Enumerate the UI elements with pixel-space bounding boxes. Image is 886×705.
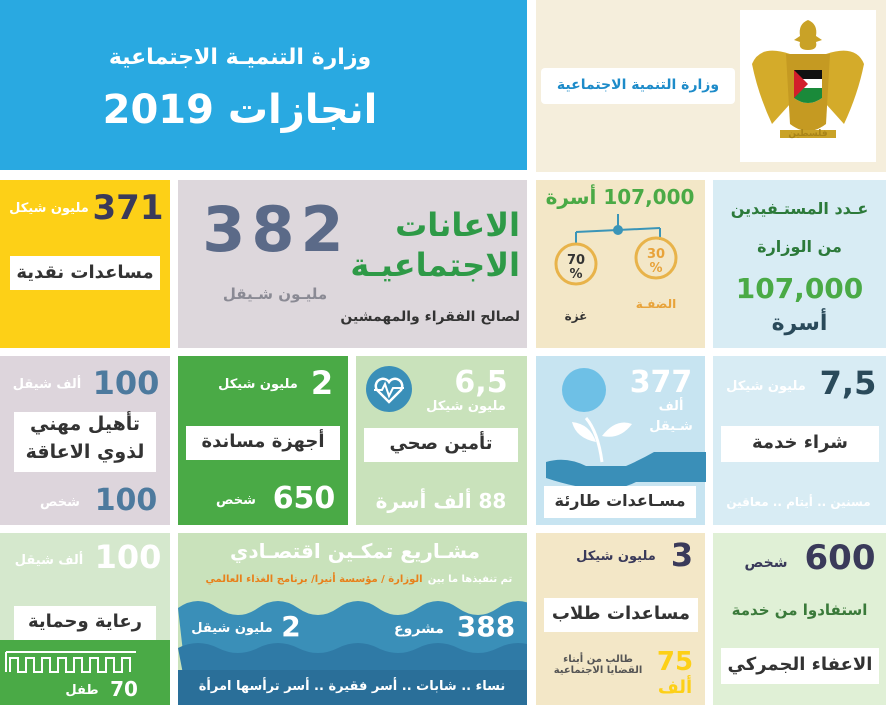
devices-people-unit: شخص xyxy=(216,493,256,508)
health-label-box xyxy=(364,428,518,462)
west-bank-share: 30 % xyxy=(646,247,666,277)
customs-line-1: استفادوا من خدمة xyxy=(731,601,868,619)
plant-icon xyxy=(546,368,706,486)
devices-people: 650 xyxy=(272,481,336,516)
protection-children-unit: طفل xyxy=(65,683,99,698)
beneficiaries-line-2: من الوزارة xyxy=(757,237,842,256)
students-count: 75 xyxy=(656,647,694,677)
social-aid-unit: مليـون شـيقل xyxy=(222,285,328,303)
health-families: 88 ألف أسرة xyxy=(375,489,507,513)
disability-people-unit: شخص xyxy=(40,495,80,510)
services-unit: مليون شيكل xyxy=(726,379,806,394)
families-heading: 107,000 أسرة xyxy=(540,186,700,208)
wave-band xyxy=(178,601,527,705)
cash-amount: 371 xyxy=(92,188,164,228)
devices-unit: مليون شيكل xyxy=(218,377,298,392)
empowerment-amount: 2 xyxy=(281,610,301,643)
cash-unit: مليون شيكل xyxy=(9,201,89,216)
header-ministry: وزارة التنميـة الاجتماعية xyxy=(108,45,372,70)
social-aid-title-1: الاعانات xyxy=(395,206,520,244)
beneficiaries-tile xyxy=(713,180,886,348)
gaza-label: غزة xyxy=(564,309,588,323)
empowerment-projects: 388 xyxy=(456,610,516,643)
empowerment-implemented-by: تم تنفيذها ما بين xyxy=(427,574,513,585)
empowerment-unit: مليون شيقل xyxy=(191,621,273,636)
social-aid-amount: 382 xyxy=(202,193,350,266)
emergency-label-box xyxy=(544,486,696,518)
logo-caption: فلسطين xyxy=(788,129,828,139)
protection-amount: 100 xyxy=(94,538,162,576)
protection-label: رعاية وحماية xyxy=(27,611,143,632)
families-total: 107,000 xyxy=(603,185,695,209)
header-title: انجازات 2019 xyxy=(102,87,378,133)
devices-amount: 2 xyxy=(310,364,334,402)
disability-amount: 100 xyxy=(92,364,160,402)
students-description: طالب من أبناء القضايا الاجتماعية xyxy=(553,654,643,676)
empowerment-projects-unit: مشروع xyxy=(394,621,444,637)
social-aid-subtitle: لصالح الفقراء والمهمشين xyxy=(340,309,520,325)
devices-label-box xyxy=(186,426,340,460)
fence-icon xyxy=(5,651,136,673)
customs-label: الاعفاء الجمركي xyxy=(727,654,873,675)
empowerment-partners: الوزارة / مؤسسة أنيرا/ برنامج الغذاء الع… xyxy=(205,574,423,585)
gaza-share: 70 % xyxy=(566,253,586,283)
services-amount: 7,5 xyxy=(819,364,877,402)
west-bank-label: الضفـة xyxy=(635,297,677,311)
health-unit: مليون شيكل xyxy=(426,399,506,414)
beneficiaries-unit: أسرة xyxy=(771,311,828,336)
beneficiaries-line-1: عـدد المستـفيدين xyxy=(730,199,869,218)
services-label-box xyxy=(721,426,879,462)
health-amount: 6,5 xyxy=(454,365,508,400)
heart-icon xyxy=(366,366,412,412)
students-label: مساعدات طلاب xyxy=(551,603,691,624)
header-tile xyxy=(0,0,527,170)
customs-unit: شخص xyxy=(744,555,788,571)
customs-label-box xyxy=(721,648,879,684)
social-aid-tile xyxy=(178,180,527,348)
disability-label-2: لذوي الاعاقة xyxy=(25,441,145,463)
customs-count: 600 xyxy=(804,538,876,578)
services-label: شراء خدمة xyxy=(752,432,848,453)
logo-ministry: وزارة التنمية الاجتماعية xyxy=(556,77,720,93)
protection-label-box xyxy=(14,606,156,640)
families-tile xyxy=(536,180,705,348)
emergency-unit-2: شـيقل xyxy=(649,419,693,434)
devices-label: أجهزة مساندة xyxy=(201,431,325,452)
empowerment-title: مشـاريع تمكـين اقتصـادي xyxy=(230,539,480,563)
families-unit: أسرة xyxy=(545,185,597,209)
students-count-unit: ألف xyxy=(657,677,693,698)
disability-label-box xyxy=(14,412,156,472)
emergency-label: مسـاعدات طارئة xyxy=(554,491,686,510)
students-unit: مليون شيكل xyxy=(576,549,656,564)
disability-unit: ألف شيقل xyxy=(12,377,82,392)
scale-icon xyxy=(554,214,678,286)
cash-label-box xyxy=(10,256,160,290)
social-aid-title-2: الاجتماعيـة xyxy=(350,246,520,284)
students-label-box xyxy=(544,598,698,632)
cash-label: مساعدات نقدية xyxy=(16,262,154,283)
beneficiaries-total: 107,000 xyxy=(735,272,864,305)
protection-unit: ألف شيقل xyxy=(14,553,84,568)
protection-children: 70 xyxy=(110,677,138,701)
emergency-amount: 377 xyxy=(629,365,693,400)
disability-label-1: تأهيل مهني xyxy=(29,413,141,435)
disability-people: 100 xyxy=(94,483,158,518)
students-amount: 3 xyxy=(670,536,694,574)
emergency-unit-1: ألف xyxy=(658,399,684,414)
services-groups: مسنين .. أيتام .. معاقين xyxy=(726,495,871,509)
logo-label-box xyxy=(541,68,735,104)
eagle-logo xyxy=(752,20,864,138)
empowerment-groups: نساء .. شابات .. أسر فقيرة .. أسر ترأسها… xyxy=(198,679,506,694)
health-label: تأمين صحي xyxy=(389,433,493,454)
